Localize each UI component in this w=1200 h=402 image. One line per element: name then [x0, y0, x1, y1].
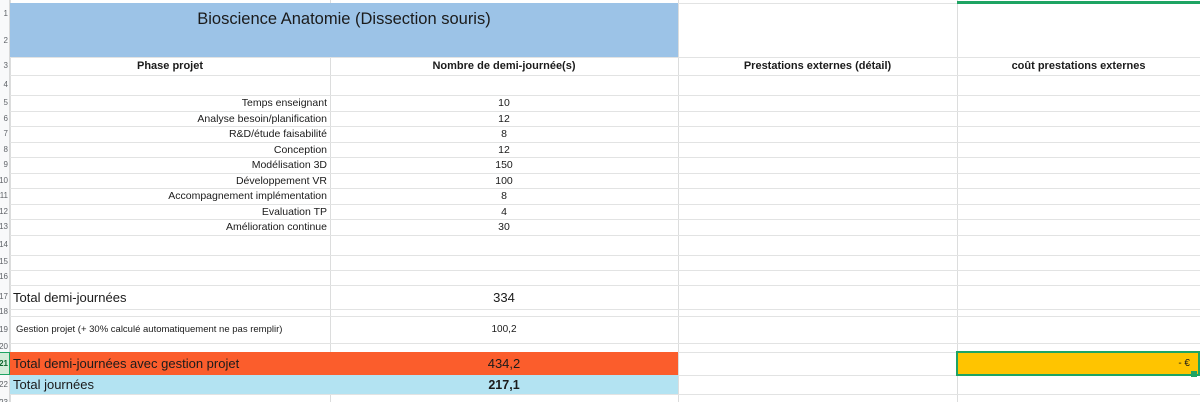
row-number[interactable]: 16	[0, 272, 8, 281]
gridline-h	[0, 57, 1200, 58]
gridline-h	[0, 219, 1200, 220]
phase-label-cell[interactable]: Accompagnement implémentation	[168, 190, 327, 202]
row-number[interactable]: 12	[0, 207, 8, 216]
phase-value-cell[interactable]: 12	[498, 143, 510, 156]
gridline-h	[0, 343, 1200, 344]
total-half-days-value-cell[interactable]: 334	[493, 289, 515, 305]
gridline-h	[0, 316, 1200, 317]
gridline-h	[0, 285, 1200, 286]
selected-row-header[interactable]	[0, 352, 10, 375]
management-label-cell[interactable]: Gestion projet (+ 30% calculé automatiqu…	[16, 324, 283, 335]
row-number[interactable]: 9	[3, 160, 8, 169]
phase-value-cell[interactable]: 12	[498, 112, 510, 125]
gridline-h	[0, 235, 1200, 236]
management-value-cell[interactable]: 100,2	[491, 324, 517, 335]
gridline-h	[0, 255, 1200, 256]
row-number[interactable]: 8	[3, 145, 8, 154]
total-days-label-cell[interactable]: Total journées	[13, 377, 94, 392]
gridline-h	[0, 75, 1200, 76]
column-selection-border	[957, 1, 1200, 4]
gridline-h	[0, 111, 1200, 112]
title-cell[interactable]: Bioscience Anatomie (Dissection souris)	[10, 3, 678, 57]
phase-label-cell[interactable]: Amélioration continue	[226, 221, 327, 233]
phase-label-cell[interactable]: Conception	[273, 143, 327, 156]
fill-handle[interactable]	[1191, 371, 1197, 377]
gridline-v	[330, 0, 331, 402]
total-with-management-value-cell[interactable]: 434,2	[487, 356, 521, 371]
gridline-h	[0, 270, 1200, 271]
row-number[interactable]: 7	[3, 129, 8, 138]
gridline-h	[0, 142, 1200, 143]
total-days-row	[10, 375, 678, 394]
phase-label-cell[interactable]: Développement VR	[235, 174, 327, 187]
row-number[interactable]: 11	[0, 191, 8, 200]
gridline-h	[0, 188, 1200, 189]
gridline-v	[957, 0, 958, 402]
phase-value-cell[interactable]: 4	[501, 205, 507, 218]
gridline-h	[0, 126, 1200, 127]
gridline-h	[0, 157, 1200, 158]
phase-label-cell[interactable]: Temps enseignant	[241, 97, 327, 109]
sheet-title: Bioscience Anatomie (Dissection souris)	[197, 10, 491, 28]
phase-label-cell[interactable]: Evaluation TP	[261, 205, 327, 218]
phase-value-cell[interactable]: 100	[495, 174, 513, 187]
phase-label-cell[interactable]: Analyse besoin/planification	[197, 112, 327, 125]
phase-value-cell[interactable]: 30	[498, 221, 510, 233]
selected-cost-cell[interactable]: - €	[956, 351, 1200, 377]
row-number[interactable]: 13	[0, 222, 8, 231]
header-phase-projet[interactable]: Phase projet	[136, 60, 204, 72]
row-number[interactable]: 10	[0, 176, 8, 185]
row-number[interactable]: 5	[3, 98, 8, 107]
gridline-v	[10, 0, 11, 402]
row-number[interactable]: 4	[3, 80, 8, 89]
header-demi-journees[interactable]: Nombre de demi-journée(s)	[432, 60, 576, 72]
gridline-h	[0, 95, 1200, 96]
cost-value: - €	[1178, 358, 1190, 369]
phase-label-cell[interactable]: R&D/étude faisabilité	[228, 128, 327, 140]
gridline-h	[0, 204, 1200, 205]
phase-value-cell[interactable]: 8	[501, 190, 507, 202]
header-prestations-externes[interactable]: Prestations externes (détail)	[743, 60, 892, 72]
row-number[interactable]: 2	[3, 36, 8, 45]
total-half-days-label-cell[interactable]: Total demi-journées	[13, 289, 127, 305]
row-number[interactable]: 15	[0, 257, 8, 266]
row-number[interactable]: 1	[3, 9, 8, 18]
phase-value-cell[interactable]: 8	[501, 128, 507, 140]
row-number[interactable]: 17	[0, 292, 8, 301]
phase-value-cell[interactable]: 150	[495, 159, 513, 171]
row-number[interactable]: 3	[3, 61, 8, 70]
row-number[interactable]: 23	[0, 397, 8, 402]
total-with-management-label-cell[interactable]: Total demi-journées avec gestion projet	[13, 356, 240, 371]
total-with-management-row	[10, 352, 678, 375]
row-number[interactable]: 20	[0, 342, 8, 351]
gridline-v	[678, 0, 679, 402]
row-number[interactable]: 18	[0, 307, 8, 316]
row-number[interactable]: 6	[3, 114, 8, 123]
gridline-h	[0, 173, 1200, 174]
total-days-value-cell[interactable]: 217,1	[488, 377, 520, 392]
row-number[interactable]: 22	[0, 380, 8, 389]
row-number[interactable]: 19	[0, 325, 8, 334]
row-number[interactable]: 21	[0, 359, 8, 368]
header-cout-prestations[interactable]: coût prestations externes	[1011, 60, 1146, 72]
row-header-gutter	[0, 0, 10, 402]
phase-value-cell[interactable]: 10	[498, 97, 510, 109]
gridline-h	[0, 394, 1200, 395]
phase-label-cell[interactable]: Modélisation 3D	[251, 159, 327, 171]
row-number[interactable]: 14	[0, 240, 8, 249]
gridline-h	[0, 309, 1200, 310]
